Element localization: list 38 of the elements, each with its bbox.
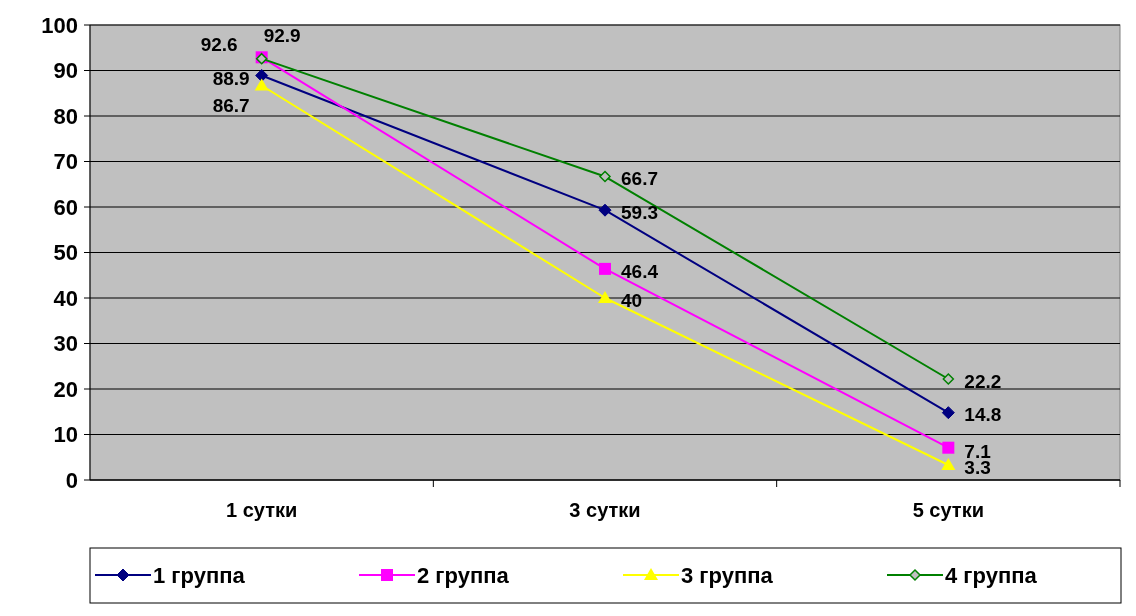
data-label: 40 <box>621 289 643 311</box>
data-label: 59.3 <box>621 201 658 223</box>
y-tick-label: 80 <box>53 103 78 129</box>
data-label: 88.9 <box>212 68 250 90</box>
y-tick-label: 100 <box>41 12 78 38</box>
y-tick-label: 90 <box>53 58 78 84</box>
y-tick-label: 0 <box>65 467 78 493</box>
point <box>941 406 955 420</box>
y-tick-label: 10 <box>53 422 78 448</box>
point <box>599 170 611 183</box>
x-tick-label: 1 сутки <box>226 499 298 521</box>
data-label: 22.2 <box>964 370 1002 392</box>
point <box>255 69 269 83</box>
point <box>598 203 612 217</box>
point <box>254 78 269 91</box>
legend-label: 1 группа <box>153 562 246 588</box>
data-label: 46.4 <box>621 260 659 282</box>
data-label: 66.7 <box>621 168 658 190</box>
y-tick-label: 60 <box>53 194 78 220</box>
y-tick-label: 40 <box>53 285 78 311</box>
data-label: 86.7 <box>212 95 250 117</box>
legend-label: 2 группа <box>417 562 510 588</box>
point <box>942 373 955 385</box>
x-tick-label: 3 сутки <box>569 499 641 521</box>
legend-label: 4 группа <box>945 562 1038 588</box>
y-tick-label: 50 <box>53 240 78 266</box>
data-label: 92.9 <box>263 24 301 46</box>
y-tick-label: 70 <box>53 149 78 175</box>
x-tick-label: 5 сутки <box>912 499 984 521</box>
point <box>941 457 956 470</box>
y-tick-label: 30 <box>53 331 78 357</box>
legend-label: 3 группа <box>681 562 774 588</box>
y-tick-label: 20 <box>53 376 78 402</box>
point <box>598 291 612 303</box>
point <box>942 441 955 454</box>
data-label: 92.6 <box>200 34 238 56</box>
data-label: 14.8 <box>964 404 1002 426</box>
point <box>599 262 611 275</box>
